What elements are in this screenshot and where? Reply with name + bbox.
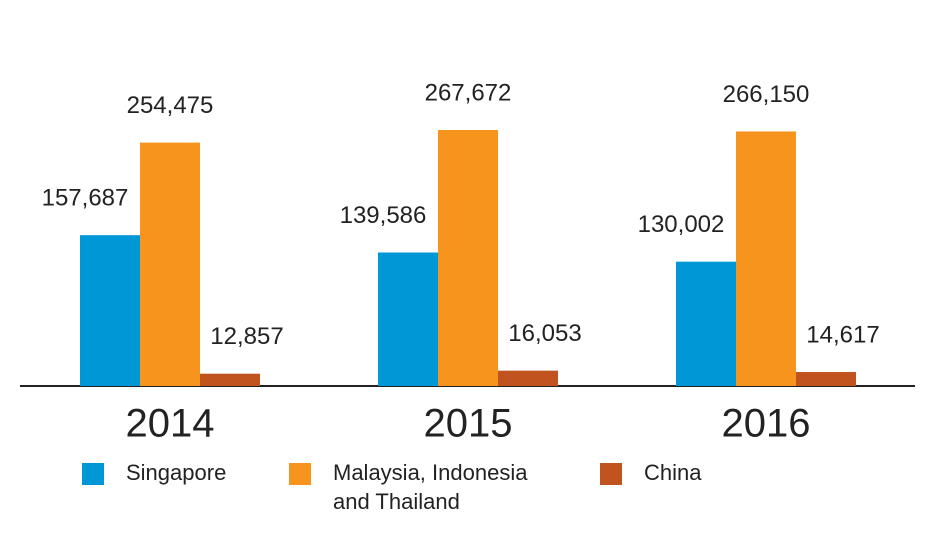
value-label: 267,672 — [425, 79, 512, 106]
legend-swatch — [289, 463, 311, 485]
legend-label: China — [644, 460, 702, 485]
bar — [438, 130, 498, 386]
legend-label: Singapore — [126, 460, 227, 485]
legend-item: China — [600, 458, 701, 487]
legend-item: Malaysia, Indonesia and Thailand — [289, 458, 563, 516]
bar — [140, 142, 200, 386]
legend-swatch — [82, 463, 104, 485]
value-label: 16,053 — [508, 320, 581, 347]
bar — [200, 373, 260, 386]
value-label: 254,475 — [127, 92, 214, 119]
legend: Singapore Malaysia, Indonesia and Thailan… — [0, 458, 936, 528]
bar — [676, 261, 736, 386]
x-tick-label: 2015 — [424, 402, 513, 446]
legend-item: Singapore — [82, 458, 226, 487]
value-label: 14,617 — [806, 321, 879, 348]
value-label: 130,002 — [638, 211, 725, 238]
x-tick-label: 2016 — [722, 402, 811, 446]
value-label: 266,150 — [723, 81, 810, 108]
bar — [498, 370, 558, 386]
value-label: 157,687 — [42, 185, 129, 212]
bar — [378, 252, 438, 386]
legend-swatch — [600, 463, 622, 485]
value-label: 139,586 — [340, 202, 427, 229]
x-tick-label: 2014 — [126, 402, 215, 446]
value-label: 12,857 — [210, 323, 283, 350]
bar — [736, 131, 796, 386]
bar — [796, 372, 856, 386]
legend-label: Malaysia, Indonesia and Thailand — [333, 460, 528, 514]
bar — [80, 235, 140, 386]
